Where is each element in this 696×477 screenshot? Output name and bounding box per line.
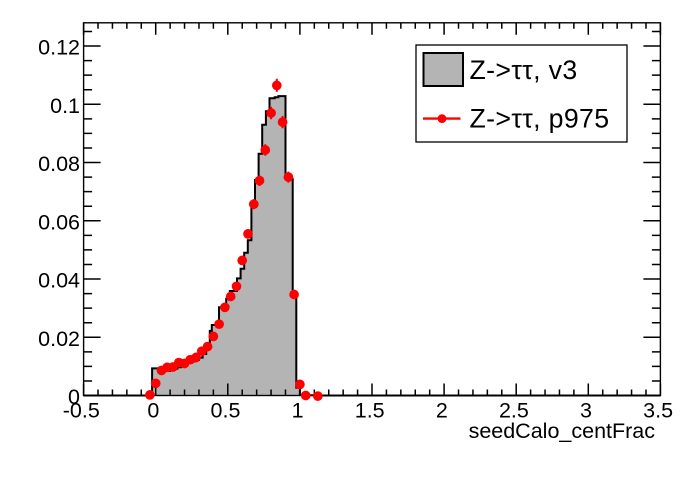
svg-text:Z->ττ, p975: Z->ττ, p975 — [470, 104, 610, 134]
svg-text:1: 1 — [292, 399, 304, 423]
svg-text:0: 0 — [147, 399, 159, 423]
svg-text:2: 2 — [436, 399, 448, 423]
svg-text:2.5: 2.5 — [499, 399, 529, 423]
svg-text:0.06: 0.06 — [38, 210, 80, 234]
svg-text:0.1: 0.1 — [50, 94, 80, 118]
svg-text:0.08: 0.08 — [38, 152, 80, 176]
svg-text:0.02: 0.02 — [38, 327, 80, 351]
svg-text:3.5: 3.5 — [643, 399, 673, 423]
svg-text:Z->ττ, v3: Z->ττ, v3 — [470, 55, 578, 85]
svg-text:-0.5: -0.5 — [63, 399, 100, 423]
svg-text:0.5: 0.5 — [211, 399, 241, 423]
svg-text:1.5: 1.5 — [355, 399, 385, 423]
svg-text:3: 3 — [580, 399, 592, 423]
svg-text:0.12: 0.12 — [38, 36, 80, 60]
svg-text:0.04: 0.04 — [38, 269, 80, 293]
svg-text:0: 0 — [68, 385, 80, 409]
svg-text:seedCalo_centFrac: seedCalo_centFrac — [469, 419, 656, 443]
